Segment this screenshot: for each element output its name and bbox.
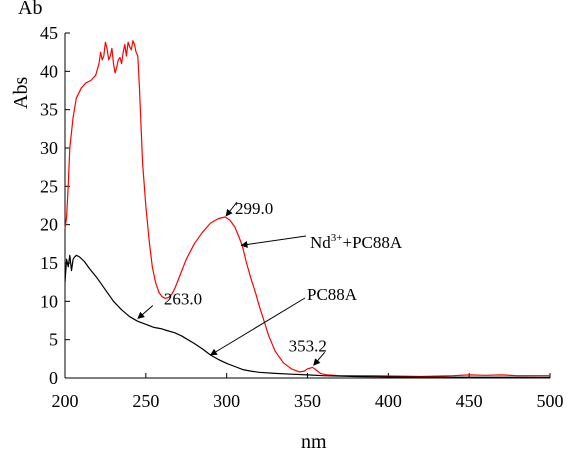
- series-line-nd3-pc88a: [64, 40, 550, 378]
- x-tick-label: 300: [213, 391, 240, 411]
- y-tick-label: 15: [40, 253, 58, 273]
- pc88a-label-arrow: [209, 297, 306, 356]
- x-axis-label: nm: [301, 431, 327, 452]
- series-label-nd-sup: 3+: [331, 232, 343, 244]
- y-tick-label: 25: [40, 176, 58, 196]
- peak-label-353: 353.2: [289, 336, 327, 355]
- series-label-nd-base: Nd: [310, 233, 331, 252]
- x-tick-label: 200: [52, 391, 79, 411]
- x-tick-label: 350: [294, 391, 321, 411]
- series-line-pc88a: [64, 254, 551, 378]
- y-tick-label: 10: [40, 291, 58, 311]
- y-tick-label: 0: [49, 368, 58, 388]
- axes: 0 5 10 15 20 25 30 35 40 45 200 250 300 350 400 450 500: [40, 23, 564, 411]
- y-axis-label: Abs: [10, 77, 32, 109]
- y-tick-label: 35: [40, 100, 58, 120]
- peak-arrow-299: [225, 201, 238, 217]
- x-tick-label: 250: [132, 391, 159, 411]
- y-axis-top-fragment: Ab: [18, 0, 42, 19]
- x-tick-label: 450: [456, 391, 483, 411]
- y-tick-label: 40: [40, 61, 58, 81]
- peak-label-299: 299.0: [235, 199, 273, 218]
- y-tick-label: 30: [40, 138, 58, 158]
- y-tick-label: 5: [49, 330, 58, 350]
- peak-label-263: 263.0: [164, 289, 202, 308]
- y-tick-label: 45: [40, 23, 58, 43]
- y-tick-label: 20: [40, 215, 58, 235]
- series-label-nd-pc88a: Nd3++PC88A: [310, 232, 403, 252]
- series-label-nd-rest: +PC88A: [343, 233, 403, 252]
- series-layer: [64, 40, 551, 378]
- x-tick-label: 400: [375, 391, 402, 411]
- nd-label-arrow: [240, 235, 307, 248]
- series-label-pc88a: PC88A: [307, 285, 358, 304]
- annotation-layer: 299.0 263.0 353.2: [137, 199, 327, 366]
- peak-arrow-353: [313, 351, 326, 366]
- peak-arrow-263: [137, 305, 154, 319]
- x-tick-label: 500: [537, 391, 564, 411]
